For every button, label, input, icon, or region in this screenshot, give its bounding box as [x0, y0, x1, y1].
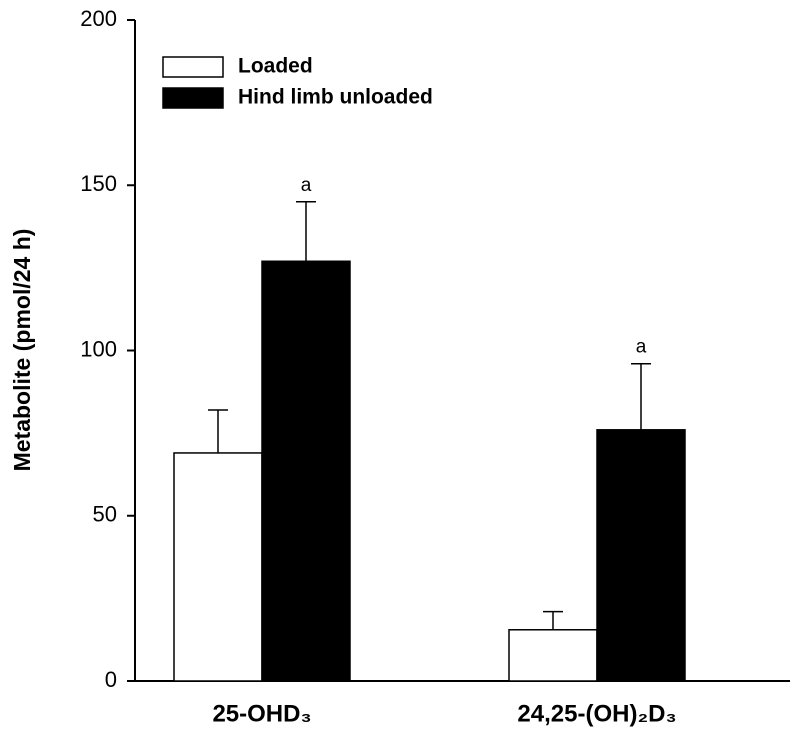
legend-swatch: [162, 56, 224, 78]
y-tick-label: 150: [80, 171, 117, 196]
legend-label: Hind limb unloaded: [238, 86, 433, 109]
error-bar: [631, 362, 651, 430]
legend-swatch: [162, 87, 224, 109]
y-tick-label: 0: [105, 667, 117, 692]
error-bar: [208, 409, 228, 453]
bar: [508, 629, 598, 682]
annotation: a: [301, 175, 312, 196]
x-tick-label: 25-OHD₃: [212, 700, 311, 727]
y-tick-label: 50: [93, 502, 117, 527]
bar: [261, 260, 351, 682]
y-axis-label: Metabolite (pmol/24 h): [9, 229, 35, 472]
y-tick-label: 200: [80, 6, 117, 31]
error-bar: [543, 610, 563, 630]
bar: [173, 452, 263, 682]
annotation: a: [636, 337, 647, 358]
error-bar: [296, 201, 316, 262]
legend-label: Loaded: [238, 55, 313, 78]
bar: [596, 429, 686, 682]
y-tick-label: 100: [80, 336, 117, 361]
x-tick-label: 24,25-(OH)₂D₃: [517, 700, 676, 727]
